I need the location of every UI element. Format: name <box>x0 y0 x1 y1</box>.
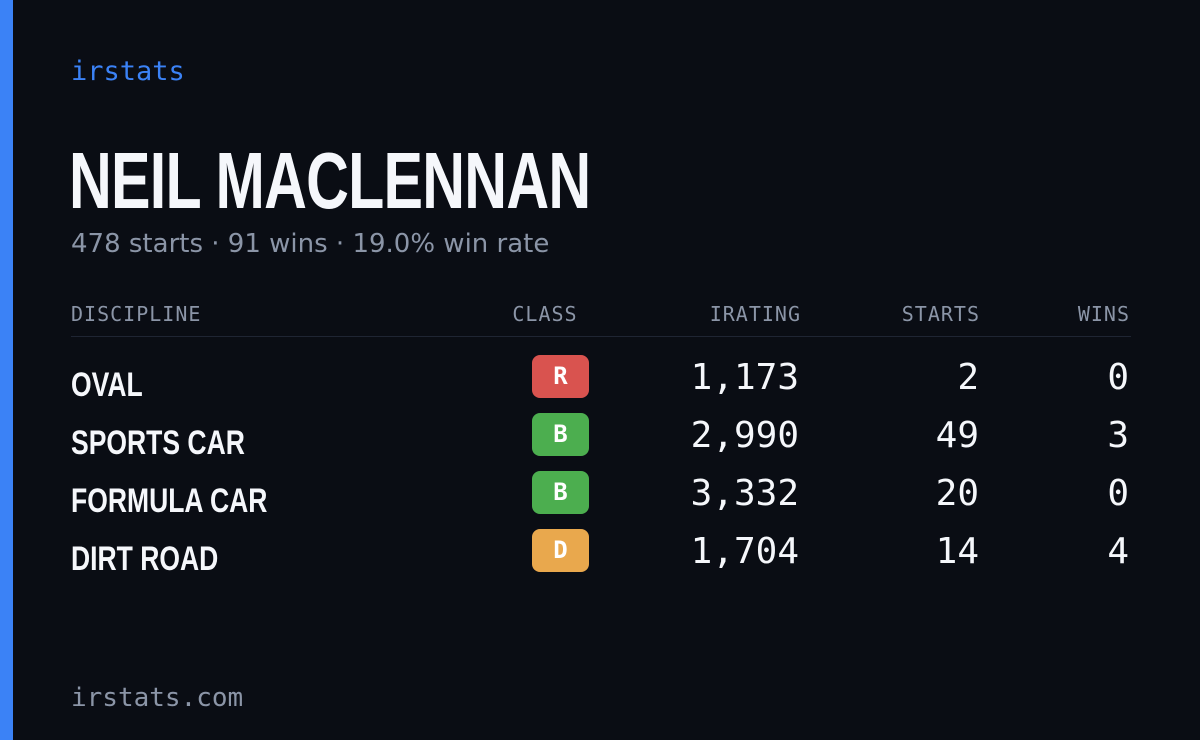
irating-value: 1,173 <box>690 357 799 398</box>
irating-value: 1,704 <box>690 531 799 572</box>
header-irating: IRATING <box>709 302 801 326</box>
discipline-table: DISCIPLINE CLASS IRATING STARTS WINS OVA… <box>71 296 1131 585</box>
driver-name: NEIL MACLENNAN <box>69 136 591 225</box>
starts-value: 2 <box>957 357 979 398</box>
irating-value: 3,332 <box>690 473 799 514</box>
irating-value: 2,990 <box>690 415 799 456</box>
table-row: SPORTS CAR B 2,990 49 3 <box>71 411 1131 469</box>
table-row: FORMULA CAR B 3,332 20 0 <box>71 469 1131 527</box>
table-row: OVAL R 1,173 2 0 <box>71 353 1131 411</box>
class-badge: D <box>532 529 589 572</box>
header-discipline: DISCIPLINE <box>71 302 202 326</box>
class-badge: B <box>532 413 589 456</box>
starts-value: 49 <box>935 415 979 456</box>
wins-value: 0 <box>1107 357 1129 398</box>
footer-url: irstats.com <box>71 683 244 713</box>
brand-logo: irstats <box>71 56 185 87</box>
starts-value: 14 <box>935 531 979 572</box>
driver-summary: 478 starts · 91 wins · 19.0% win rate <box>71 229 550 259</box>
wins-value: 0 <box>1107 473 1129 514</box>
table-header: DISCIPLINE CLASS IRATING STARTS WINS <box>71 296 1131 337</box>
header-class: CLASS <box>512 302 578 326</box>
discipline-name: DIRT ROAD <box>71 540 219 578</box>
header-wins: WINS <box>1077 302 1130 326</box>
discipline-name: OVAL <box>71 366 143 404</box>
wins-value: 4 <box>1107 531 1129 572</box>
header-starts: STARTS <box>901 302 980 326</box>
class-badge: B <box>532 471 589 514</box>
table-row: DIRT ROAD D 1,704 14 4 <box>71 527 1131 585</box>
table-body: OVAL R 1,173 2 0 SPORTS CAR B 2,990 49 3… <box>71 337 1131 585</box>
discipline-name: SPORTS CAR <box>71 424 245 462</box>
class-badge: R <box>532 355 589 398</box>
discipline-name: FORMULA CAR <box>71 482 268 520</box>
starts-value: 20 <box>935 473 979 514</box>
wins-value: 3 <box>1107 415 1129 456</box>
accent-bar <box>0 0 13 740</box>
